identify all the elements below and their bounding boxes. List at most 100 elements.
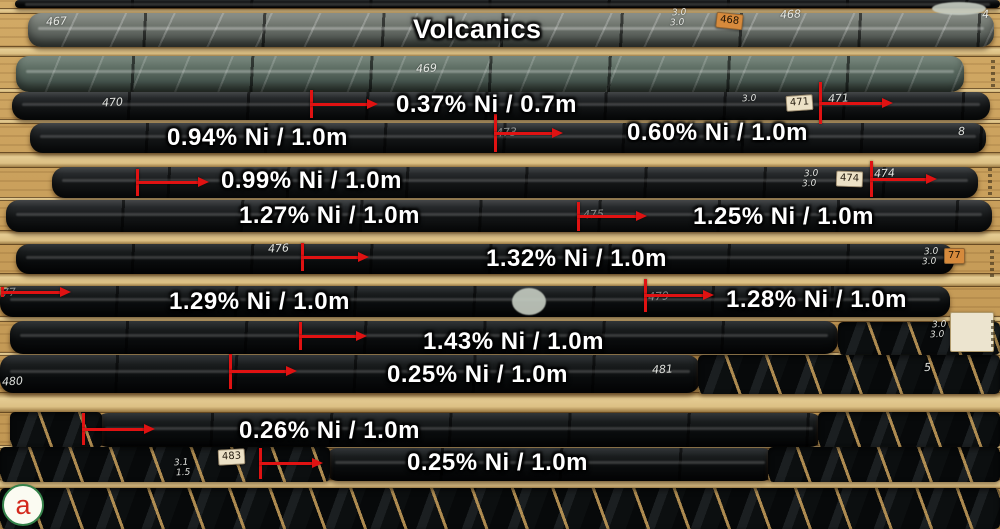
core-row <box>12 92 990 120</box>
core-row <box>16 56 964 92</box>
tray-divider <box>0 479 1000 489</box>
depth-tag: 468 <box>715 11 744 31</box>
chalk-depth-mark: 470 <box>101 95 124 110</box>
grade-annotation: 1.28% Ni / 1.0m <box>726 286 907 313</box>
core-row <box>6 200 992 232</box>
core-row <box>95 413 823 447</box>
tray-divider <box>0 273 1000 287</box>
interval-arrowhead-icon <box>60 287 71 297</box>
interval-arrow-line <box>310 103 369 106</box>
chalk-depth-mark: 3.0 <box>921 256 937 268</box>
broken-core-rubble <box>698 355 1000 394</box>
grade-annotation: 1.25% Ni / 1.0m <box>693 203 874 230</box>
interval-arrow-line <box>644 294 705 297</box>
chalk-depth-mark: 3.0 <box>671 7 687 19</box>
panel-label-badge: a <box>2 484 44 526</box>
interval-arrow-line <box>819 102 884 105</box>
tray-divider <box>0 119 1000 124</box>
interval-arrowhead-icon <box>552 128 563 138</box>
core-row <box>0 286 950 317</box>
interval-arrowhead-icon <box>882 98 893 108</box>
chalk-depth-mark: 467 <box>45 14 68 29</box>
chalk-depth-mark: 468 <box>779 7 802 22</box>
grade-annotation: 0.94% Ni / 1.0m <box>167 124 348 151</box>
chalk-depth-mark: 480 <box>1 374 24 389</box>
chalk-depth-mark: 1.5 <box>175 467 191 479</box>
grade-annotation: 1.29% Ni / 1.0m <box>169 288 350 315</box>
depth-tag: 483 <box>217 448 246 466</box>
interval-arrowhead-icon <box>286 366 297 376</box>
grade-annotation: 0.25% Ni / 1.0m <box>407 449 588 476</box>
core-row <box>16 244 954 274</box>
tray-divider <box>0 392 1000 413</box>
chalk-depth-mark: 469 <box>415 61 438 76</box>
interval-arrow-line <box>1 291 62 294</box>
interval-arrowhead-icon <box>144 424 155 434</box>
chalk-depth-mark: 3.0 <box>669 17 685 29</box>
tray-divider <box>0 230 1000 245</box>
chalk-depth-mark: 476 <box>267 241 290 256</box>
chalk-depth-mark: 8 <box>957 124 966 139</box>
grade-annotation: 0.26% Ni / 1.0m <box>239 417 420 444</box>
depth-tag: 77 <box>944 248 965 264</box>
interval-arrow-line <box>870 178 928 181</box>
interval-arrow-line <box>301 256 360 259</box>
chalk-depth-mark: 3.0 <box>801 178 817 190</box>
interval-arrowhead-icon <box>367 99 378 109</box>
core-row <box>0 355 700 393</box>
interval-arrowhead-icon <box>356 331 367 341</box>
core-row <box>15 0 1000 8</box>
tray-divider <box>0 8 1000 14</box>
chalk-depth-mark: 3.1 <box>173 457 189 469</box>
chalk-depth-mark: 3.0 <box>931 319 947 331</box>
interval-arrow-line <box>229 370 288 373</box>
handwritten-depth-scribble <box>988 168 992 198</box>
grade-annotation: 1.43% Ni / 1.0m <box>423 328 604 355</box>
tray-divider <box>0 352 1000 356</box>
interval-arrow-line <box>299 335 358 338</box>
interval-arrowhead-icon <box>703 290 714 300</box>
chalk-depth-mark: 3.0 <box>929 329 945 341</box>
core-row <box>30 123 986 153</box>
panel-label-letter: a <box>15 489 31 520</box>
core-row <box>325 448 775 481</box>
interval-arrow-line <box>259 462 314 465</box>
interval-arrowhead-icon <box>636 211 647 221</box>
broken-core-rubble <box>0 488 1000 529</box>
grade-annotation: 1.27% Ni / 1.0m <box>239 202 420 229</box>
light-mineral-patch <box>512 288 546 315</box>
interval-arrowhead-icon <box>926 174 937 184</box>
volcanics-label: Volcanics <box>413 14 542 44</box>
chalk-depth-mark: 5 <box>923 360 932 375</box>
core-row <box>28 13 994 47</box>
tray-divider <box>0 46 1000 57</box>
core-row <box>10 321 838 354</box>
grade-annotation: 0.60% Ni / 1.0m <box>627 119 808 146</box>
broken-core-rubble <box>768 447 1000 482</box>
wood-spacer-block <box>950 312 994 352</box>
interval-arrow-line <box>82 428 146 431</box>
chalk-depth-mark: 3.0 <box>923 246 939 258</box>
handwritten-depth-scribble <box>991 320 995 350</box>
tray-divider <box>0 445 1000 449</box>
interval-arrow-line <box>494 132 554 135</box>
chalk-depth-mark: 3.0 <box>741 93 757 105</box>
handwritten-depth-scribble <box>991 60 995 88</box>
chalk-depth-mark: 3.0 <box>803 168 819 180</box>
grade-annotation: 0.25% Ni / 1.0m <box>387 361 568 388</box>
light-mineral-patch <box>932 2 986 15</box>
tray-divider <box>0 197 1000 201</box>
interval-arrowhead-icon <box>358 252 369 262</box>
grade-annotation: 0.37% Ni / 0.7m <box>396 91 577 118</box>
interval-arrowhead-icon <box>312 458 323 468</box>
handwritten-depth-scribble <box>990 250 994 280</box>
interval-arrow-line <box>136 181 200 184</box>
grade-annotation: 0.99% Ni / 1.0m <box>221 167 402 194</box>
broken-core-rubble <box>818 412 1000 448</box>
depth-tag: 474 <box>835 170 864 188</box>
interval-arrowhead-icon <box>198 177 209 187</box>
depth-tag: 471 <box>785 94 814 112</box>
grade-annotation: 1.32% Ni / 1.0m <box>486 245 667 272</box>
interval-arrow-line <box>577 215 638 218</box>
